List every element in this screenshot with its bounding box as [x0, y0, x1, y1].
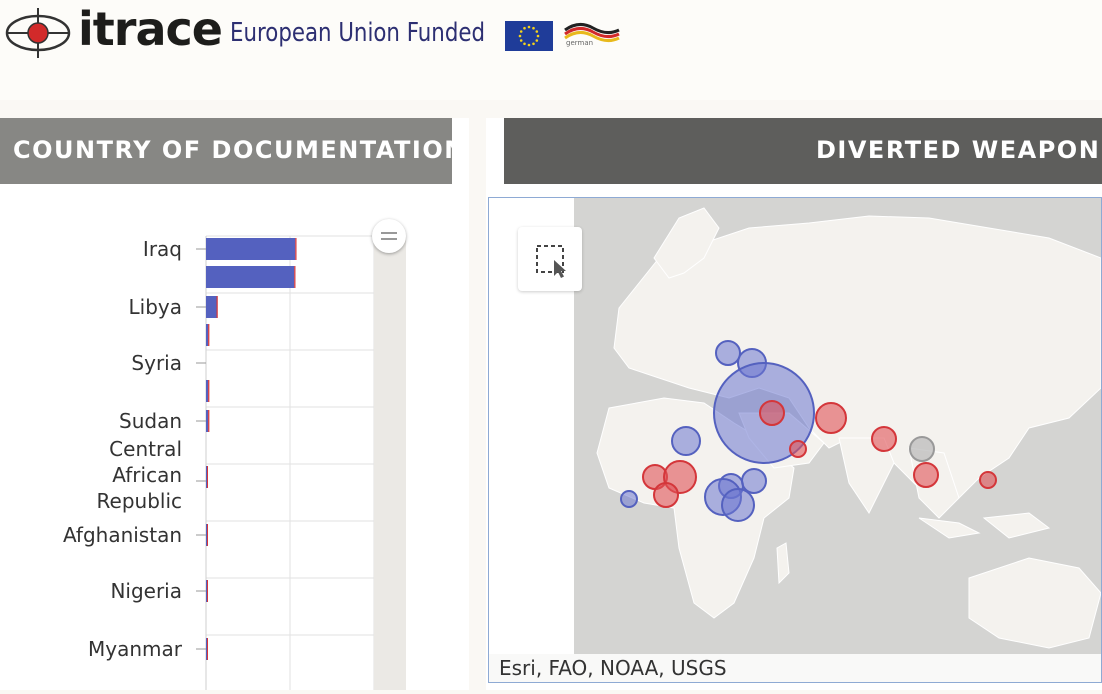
country-label: Syria — [131, 351, 182, 375]
map-marker[interactable] — [909, 436, 935, 462]
itrace-target-logo-icon — [5, 8, 71, 58]
world-map[interactable]: Esri, FAO, NOAA, USGS — [488, 197, 1102, 683]
rectangle-select-icon — [536, 245, 566, 278]
partner-logo-text: german — [566, 39, 594, 47]
bar-blue[interactable] — [206, 238, 296, 260]
country-label-line: African — [112, 463, 182, 487]
country-label: Central African Republic — [20, 436, 182, 514]
bar-blue[interactable] — [206, 296, 217, 318]
map-marker[interactable] — [671, 426, 701, 456]
bar-blue[interactable] — [206, 638, 207, 660]
bar-red[interactable] — [294, 266, 296, 288]
map-attribution-text: Esri, FAO, NOAA, USGS — [499, 656, 727, 680]
map-canvas — [596, 207, 1101, 649]
map-marker[interactable] — [815, 402, 847, 434]
map-marker[interactable] — [759, 400, 785, 426]
map-marker[interactable] — [741, 468, 767, 494]
country-label-line: Central — [109, 437, 182, 461]
drag-handle-icon[interactable] — [372, 219, 406, 253]
country-bar-chart: Iraq Libya Syria Sudan Central African Republi… — [0, 184, 470, 693]
funded-text: European Union Funded — [230, 18, 486, 48]
header: itrace European Union Funded german — [0, 0, 1102, 100]
german-cooperation-logo-icon — [564, 23, 620, 43]
bar-blue[interactable] — [206, 266, 295, 288]
map-attribution: Esri, FAO, NOAA, USGS — [489, 654, 1101, 682]
bar-red[interactable] — [208, 380, 210, 402]
bar-red[interactable] — [207, 466, 208, 488]
bar-red[interactable] — [207, 638, 208, 660]
map-panel-title: DIVERTED WEAPONS — [504, 118, 1102, 184]
bar-red[interactable] — [208, 324, 210, 346]
country-panel-title: COUNTRY OF DOCUMENTATION — [0, 118, 464, 184]
country-label: Myanmar — [88, 637, 182, 661]
bar-red[interactable] — [295, 238, 297, 260]
bar-blue[interactable] — [206, 580, 207, 602]
rectangle-select-button[interactable] — [518, 227, 582, 291]
map-marker[interactable] — [653, 482, 679, 508]
bar-blue[interactable] — [206, 410, 209, 432]
brand-name: itrace — [78, 2, 223, 56]
bar-blue[interactable] — [206, 324, 209, 346]
bar-red[interactable] — [216, 296, 218, 318]
map-marker[interactable] — [721, 488, 755, 522]
land-masses — [596, 207, 1101, 649]
country-label: Nigeria — [110, 579, 182, 603]
bar-blue[interactable] — [206, 466, 207, 488]
eu-flag-icon — [505, 21, 553, 51]
map-panel-title-text: DIVERTED WEAPONS — [816, 136, 1102, 164]
bar-red[interactable] — [207, 524, 208, 546]
bar-chart-plot — [196, 235, 375, 693]
country-label: Afghanistan — [62, 523, 182, 547]
map-marker[interactable] — [979, 471, 997, 489]
map-marker[interactable] — [871, 426, 897, 452]
bar-red[interactable] — [208, 410, 210, 432]
map-markers — [620, 340, 997, 522]
chart-scrollbar[interactable] — [374, 236, 406, 690]
map-marker[interactable] — [715, 340, 741, 366]
bar-blue[interactable] — [206, 524, 207, 546]
bar-blue[interactable] — [206, 380, 209, 402]
bar-red[interactable] — [207, 580, 208, 602]
map-marker[interactable] — [913, 462, 939, 488]
country-panel-title-text: COUNTRY OF DOCUMENTATION — [13, 136, 466, 164]
country-label-line: Republic — [96, 489, 182, 513]
country-label: Sudan — [119, 409, 182, 433]
map-marker[interactable] — [620, 490, 638, 508]
map-marker[interactable] — [789, 440, 807, 458]
country-label: Libya — [128, 295, 183, 319]
country-label: Iraq — [142, 237, 182, 261]
